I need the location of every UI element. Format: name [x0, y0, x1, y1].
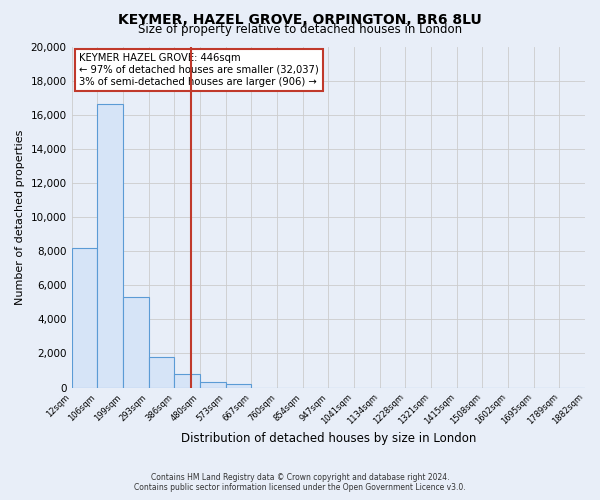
Bar: [149, 357, 174, 388]
Text: KEYMER HAZEL GROVE: 446sqm
← 97% of detached houses are smaller (32,037)
3% of s: KEYMER HAZEL GROVE: 446sqm ← 97% of deta…: [79, 54, 319, 86]
Y-axis label: Number of detached properties: Number of detached properties: [15, 130, 25, 304]
Bar: [71, 248, 97, 388]
Bar: [97, 104, 123, 388]
Bar: [200, 382, 226, 388]
Bar: [226, 384, 251, 388]
Text: Size of property relative to detached houses in London: Size of property relative to detached ho…: [138, 22, 462, 36]
Text: Contains HM Land Registry data © Crown copyright and database right 2024.
Contai: Contains HM Land Registry data © Crown c…: [134, 473, 466, 492]
X-axis label: Distribution of detached houses by size in London: Distribution of detached houses by size …: [181, 432, 476, 445]
Bar: [123, 297, 149, 388]
Text: KEYMER, HAZEL GROVE, ORPINGTON, BR6 8LU: KEYMER, HAZEL GROVE, ORPINGTON, BR6 8LU: [118, 12, 482, 26]
Bar: [174, 374, 200, 388]
